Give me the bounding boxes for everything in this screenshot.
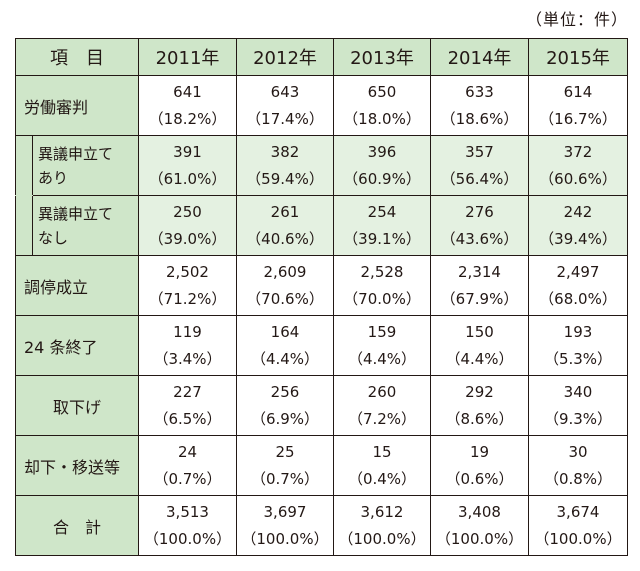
table-cell: 24 （0.7%） <box>138 435 237 496</box>
table-row: 労働審判 641 （18.2%） 643 （17.4%） 650 （18.0%） 63… <box>15 75 628 136</box>
indent-cell <box>15 135 33 196</box>
table-cell: 260 （7.2%） <box>333 375 431 436</box>
header-item: 項 目 <box>15 38 139 76</box>
row-label: 調停成立 <box>15 255 139 316</box>
row-label: 労働審判 <box>15 75 139 136</box>
table-cell: 256 （6.9%） <box>236 375 334 436</box>
header-year: 2013年 <box>333 38 431 76</box>
table-cell: 643 （17.4%） <box>236 75 334 136</box>
header-year: 2011年 <box>138 38 237 76</box>
table-cell: 276 （43.6%） <box>430 195 529 256</box>
table-cell: 254 （39.1%） <box>333 195 431 256</box>
table-cell: 633 （18.6%） <box>430 75 529 136</box>
table-cell: 650 （18.0%） <box>333 75 431 136</box>
indent-cell <box>15 195 33 256</box>
table-cell: 2,609 （70.6%） <box>236 255 334 316</box>
table-row: 却下・移送等 24 （0.7%） 25 （0.7%） 15 （0.4%） 19 （0.6… <box>15 435 628 496</box>
table-cell: 227 （6.5%） <box>138 375 237 436</box>
table-cell: 164 （4.4%） <box>236 315 334 376</box>
table-row: 異議申立て あり 391 （61.0%） 382 （59.4%） 396 （60.9%）… <box>15 135 628 196</box>
table-cell: 3,612 （100.0%） <box>333 495 431 556</box>
row-label: 異議申立て なし <box>32 195 139 256</box>
row-label: 合 計 <box>15 495 139 556</box>
table-cell: 614 （16.7%） <box>528 75 628 136</box>
table-cell: 372 （60.6%） <box>528 135 628 196</box>
table-row: 異議申立て なし 250 （39.0%） 261 （40.6%） 254 （39.1%）… <box>15 195 628 256</box>
table-cell: 3,674 （100.0%） <box>528 495 628 556</box>
header-year: 2012年 <box>236 38 334 76</box>
table-cell: 193 （5.3%） <box>528 315 628 376</box>
table-cell: 242 （39.4%） <box>528 195 628 256</box>
table-cell: 340 （9.3%） <box>528 375 628 436</box>
table-cell: 3,408 （100.0%） <box>430 495 529 556</box>
table-row-total: 合 計 3,513 （100.0%） 3,697 （100.0%） 3,612 （10… <box>15 495 628 556</box>
table-cell: 250 （39.0%） <box>138 195 237 256</box>
table-cell: 382 （59.4%） <box>236 135 334 196</box>
table-cell: 261 （40.6%） <box>236 195 334 256</box>
row-label: 24 条終了 <box>15 315 139 376</box>
table-cell: 3,697 （100.0%） <box>236 495 334 556</box>
table-cell: 357 （56.4%） <box>430 135 529 196</box>
row-label: 却下・移送等 <box>15 435 139 496</box>
statistics-table: 項 目 2011年 2012年 2013年 2014年 2015年 労働審判 6… <box>15 38 628 556</box>
table-cell: 25 （0.7%） <box>236 435 334 496</box>
table-cell: 396 （60.9%） <box>333 135 431 196</box>
table-cell: 30 （0.8%） <box>528 435 628 496</box>
table-cell: 150 （4.4%） <box>430 315 529 376</box>
row-label: 異議申立て あり <box>32 135 139 196</box>
table-cell: 119 （3.4%） <box>138 315 237 376</box>
table-cell: 641 （18.2%） <box>138 75 237 136</box>
table-row: 取下げ 227 （6.5%） 256 （6.9%） 260 （7.2%） 292 （8.… <box>15 375 628 436</box>
row-label: 取下げ <box>15 375 139 436</box>
table-cell: 2,314 （67.9%） <box>430 255 529 316</box>
table-cell: 3,513 （100.0%） <box>138 495 237 556</box>
table-row: 調停成立 2,502 （71.2%） 2,609 （70.6%） 2,528 （70.… <box>15 255 628 316</box>
table-cell: 2,502 （71.2%） <box>138 255 237 316</box>
header-row: 項 目 2011年 2012年 2013年 2014年 2015年 <box>15 38 628 76</box>
table-cell: 292 （8.6%） <box>430 375 529 436</box>
table-cell: 15 （0.4%） <box>333 435 431 496</box>
table-row: 24 条終了 119 （3.4%） 164 （4.4%） 159 （4.4%） 150… <box>15 315 628 376</box>
header-year: 2014年 <box>430 38 529 76</box>
table-cell: 19 （0.6%） <box>430 435 529 496</box>
table-cell: 2,497 （68.0%） <box>528 255 628 316</box>
unit-label: （単位：件） <box>525 10 628 29</box>
table-cell: 391 （61.0%） <box>138 135 237 196</box>
table-cell: 2,528 （70.0%） <box>333 255 431 316</box>
header-year: 2015年 <box>528 38 628 76</box>
table-cell: 159 （4.4%） <box>333 315 431 376</box>
